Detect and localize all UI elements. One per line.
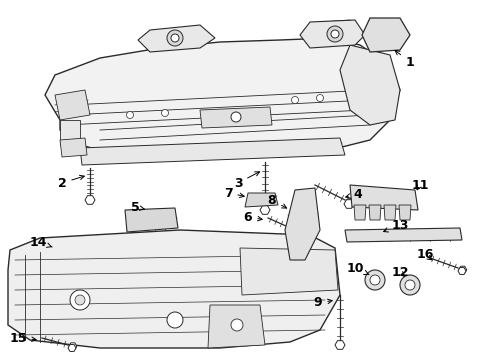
Polygon shape	[245, 193, 278, 207]
Polygon shape	[86, 197, 94, 203]
Circle shape	[298, 200, 308, 210]
Circle shape	[126, 112, 133, 118]
Polygon shape	[362, 18, 410, 52]
Circle shape	[162, 109, 169, 117]
Polygon shape	[125, 208, 178, 232]
Circle shape	[327, 26, 343, 42]
Polygon shape	[60, 120, 80, 145]
Polygon shape	[285, 188, 320, 260]
Polygon shape	[200, 107, 272, 128]
Polygon shape	[45, 38, 400, 158]
Polygon shape	[240, 248, 338, 295]
Polygon shape	[55, 90, 90, 120]
Text: 16: 16	[416, 248, 434, 261]
Circle shape	[365, 270, 385, 290]
Polygon shape	[300, 20, 365, 48]
Circle shape	[70, 290, 90, 310]
Polygon shape	[399, 205, 411, 220]
Circle shape	[405, 280, 415, 290]
Text: 10: 10	[346, 261, 369, 275]
Circle shape	[231, 112, 241, 122]
Polygon shape	[85, 196, 95, 204]
Polygon shape	[340, 45, 400, 125]
Circle shape	[257, 195, 267, 205]
Text: 4: 4	[346, 188, 363, 201]
Circle shape	[167, 30, 183, 46]
Text: 5: 5	[131, 201, 145, 213]
Polygon shape	[354, 205, 366, 220]
Circle shape	[400, 275, 420, 295]
Circle shape	[75, 295, 85, 305]
Polygon shape	[458, 267, 466, 274]
Circle shape	[370, 275, 380, 285]
Circle shape	[298, 215, 308, 225]
Polygon shape	[335, 341, 345, 349]
Text: 2: 2	[58, 175, 84, 189]
Polygon shape	[60, 138, 87, 157]
Circle shape	[231, 319, 243, 331]
Polygon shape	[344, 200, 354, 208]
Circle shape	[298, 230, 308, 240]
Polygon shape	[345, 228, 462, 242]
Text: 13: 13	[384, 219, 409, 232]
Circle shape	[171, 34, 179, 42]
Circle shape	[292, 96, 298, 104]
Polygon shape	[68, 345, 76, 351]
Circle shape	[331, 30, 339, 38]
Polygon shape	[295, 229, 304, 235]
Text: 14: 14	[29, 235, 52, 248]
Text: 1: 1	[395, 50, 415, 68]
Polygon shape	[295, 230, 303, 237]
Polygon shape	[8, 230, 340, 348]
Polygon shape	[384, 205, 396, 220]
Text: 6: 6	[244, 211, 262, 224]
Text: 7: 7	[223, 186, 244, 199]
Polygon shape	[345, 199, 353, 206]
Polygon shape	[261, 207, 269, 213]
Text: 12: 12	[391, 266, 409, 279]
Text: 11: 11	[411, 179, 429, 192]
Polygon shape	[80, 138, 345, 165]
Text: 3: 3	[234, 172, 260, 189]
Polygon shape	[69, 343, 77, 350]
Circle shape	[167, 312, 183, 328]
Text: 8: 8	[268, 194, 287, 208]
Polygon shape	[138, 25, 215, 52]
Text: 9: 9	[314, 297, 332, 310]
Circle shape	[379, 28, 391, 40]
Polygon shape	[350, 185, 418, 210]
Text: 15: 15	[9, 332, 36, 345]
Circle shape	[298, 245, 308, 255]
Polygon shape	[459, 266, 466, 273]
Polygon shape	[336, 342, 344, 348]
Polygon shape	[369, 205, 381, 220]
Polygon shape	[208, 305, 265, 348]
Circle shape	[317, 94, 323, 102]
Polygon shape	[260, 206, 270, 214]
